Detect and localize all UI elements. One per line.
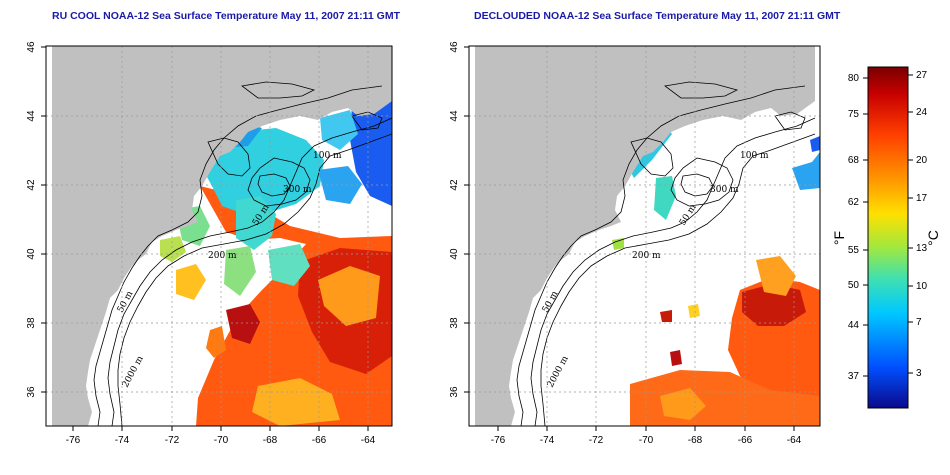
- celsius-unit-label: °C: [925, 230, 941, 246]
- contour-label-200m: 200 m: [208, 251, 237, 261]
- fahrenheit-tick-label: 44: [848, 320, 860, 331]
- celsius-tick-label: 13: [916, 243, 928, 254]
- celsius-tick-label: 7: [916, 317, 922, 328]
- map-panel-raw: 100 m 300 m 50 m 200 m 50 m 2000 m -76 -…: [26, 41, 393, 446]
- lat-axis-a: [41, 46, 46, 393]
- lon-tick-label: -74: [540, 435, 555, 446]
- lat-tick-label: 46: [26, 41, 37, 53]
- grid-b: [469, 46, 820, 426]
- lon-tick-label: -68: [688, 435, 703, 446]
- lat-tick-label: 36: [449, 386, 460, 398]
- celsius-tick-label: 3: [916, 368, 922, 379]
- fahrenheit-tick-label: 50: [848, 280, 860, 291]
- lat-axis-b: [464, 46, 469, 393]
- lat-tick-label: 36: [26, 386, 37, 398]
- contour-label-100m: 100 m: [313, 151, 342, 161]
- lat-tick-label: 42: [26, 179, 37, 191]
- lon-tick-label: -72: [165, 435, 180, 446]
- fahrenheit-tick-label: 80: [848, 73, 860, 84]
- lat-tick-label: 44: [26, 110, 37, 122]
- lon-axis-b: [497, 426, 795, 431]
- lat-tick-label: 38: [26, 317, 37, 329]
- celsius-tick-label: 27: [916, 70, 928, 81]
- fahrenheit-ticks: [863, 77, 868, 377]
- fahrenheit-tick-label: 75: [848, 109, 860, 120]
- celsius-tick-label: 17: [916, 193, 928, 204]
- lon-tick-label: -70: [639, 435, 654, 446]
- lat-tick-label: 40: [26, 248, 37, 260]
- fahrenheit-tick-label: 62: [848, 197, 860, 208]
- lat-tick-label: 38: [449, 317, 460, 329]
- lon-tick-label: -68: [263, 435, 278, 446]
- map-panel-declouded: 100 m 300 m 50 m 200 m 50 m 2000 m -76 -…: [449, 41, 821, 446]
- celsius-tick-label: 20: [916, 155, 928, 166]
- map-frame-a: [45, 45, 393, 427]
- lon-tick-label: -64: [787, 435, 802, 446]
- lon-tick-label: -70: [214, 435, 229, 446]
- map-frame-b: [468, 45, 821, 427]
- lon-tick-label: -66: [738, 435, 753, 446]
- fahrenheit-unit-label: °F: [831, 231, 847, 245]
- colorbar-gradient: [867, 66, 909, 409]
- fahrenheit-tick-label: 55: [848, 245, 860, 256]
- lon-tick-label: -76: [491, 435, 506, 446]
- lon-tick-label: -64: [361, 435, 376, 446]
- lat-tick-label: 40: [449, 248, 460, 260]
- celsius-tick-label: 10: [916, 281, 928, 292]
- lat-tick-label: 46: [449, 41, 460, 53]
- lon-tick-label: -76: [66, 435, 81, 446]
- celsius-tick-label: 24: [916, 107, 928, 118]
- fahrenheit-tick-label: 37: [848, 371, 860, 382]
- lon-tick-label: -74: [115, 435, 130, 446]
- lat-tick-label: 44: [449, 110, 460, 122]
- contour-label-100m: 100 m: [740, 151, 769, 161]
- lon-tick-label: -72: [589, 435, 604, 446]
- lat-tick-label: 42: [449, 179, 460, 191]
- celsius-ticks: [908, 74, 913, 374]
- grid-a: [46, 46, 392, 426]
- contour-label-300m: 300 m: [710, 185, 739, 195]
- lon-axis-a: [72, 426, 369, 431]
- map-title-raw: RU COOL NOAA-12 Sea Surface Temperature …: [52, 10, 401, 22]
- contour-label-200m: 200 m: [632, 251, 661, 261]
- contour-label-300m: 300 m: [283, 185, 312, 195]
- lon-tick-label: -66: [312, 435, 327, 446]
- fahrenheit-tick-label: 68: [848, 155, 860, 166]
- map-title-declouded: DECLOUDED NOAA-12 Sea Surface Temperatur…: [474, 10, 841, 22]
- colorbar: 80 75 68 62 55 50 44 37 27 24 20 17 13 1…: [831, 66, 941, 409]
